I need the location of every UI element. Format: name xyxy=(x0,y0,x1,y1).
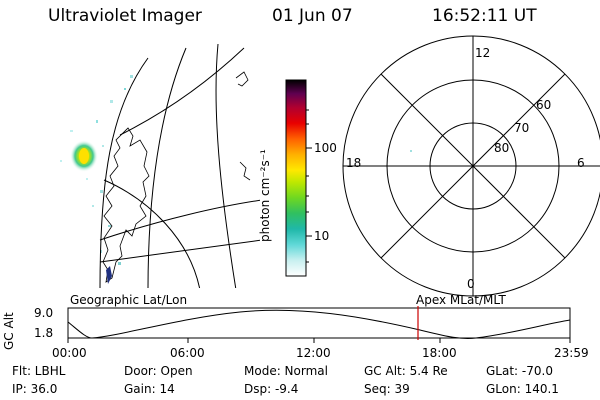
gain-status: Gain: 14 xyxy=(124,382,175,396)
colorbar-tick-100: 100 xyxy=(314,141,337,155)
coastline xyxy=(102,127,150,283)
time-label: 16:52:11 UT xyxy=(432,6,537,26)
timeline-x-tick: 23:59 xyxy=(554,346,589,360)
door-status: Door: Open xyxy=(124,364,193,378)
latlon-grid xyxy=(99,43,260,288)
polar-plot xyxy=(342,35,600,297)
timeline-y-max: 9.0 xyxy=(34,306,54,320)
timeline-x-tick: 18:00 xyxy=(422,346,457,360)
lat-label-80: 80 xyxy=(494,141,510,155)
timeline-x-tick: 00:00 xyxy=(52,346,87,360)
ip-status: IP: 36.0 xyxy=(12,382,58,396)
glat-status: GLat: -70.0 xyxy=(486,364,553,378)
instrument-title: Ultraviolet Imager xyxy=(48,6,202,26)
lat-label-60: 60 xyxy=(536,98,552,112)
glon-status: GLon: 140.1 xyxy=(486,382,559,396)
timeline-y-min: 1.8 xyxy=(34,326,54,340)
colorbar-tick-10: 10 xyxy=(314,229,330,243)
timeline-y-label: GC Alt xyxy=(2,312,16,350)
geographic-map xyxy=(60,43,260,288)
mlt-label-12: 12 xyxy=(475,46,491,60)
auroral-emission xyxy=(60,75,133,265)
date-label: 01 Jun 07 xyxy=(272,6,353,26)
apex-label: Apex MLat/MLT xyxy=(416,293,506,307)
lat-label-70: 70 xyxy=(514,121,530,135)
mlt-label-18: 18 xyxy=(346,156,362,170)
timeline-x-tick: 06:00 xyxy=(170,346,205,360)
gc-alt-status: GC Alt: 5.4 Re xyxy=(364,364,448,378)
geographic-label: Geographic Lat/Lon xyxy=(70,293,188,307)
mlt-label-6: 6 xyxy=(577,156,585,170)
filter-status: Flt: LBHL xyxy=(12,364,66,378)
mlt-label-0: 0 xyxy=(467,277,475,291)
mode-status: Mode: Normal xyxy=(244,364,328,378)
colorbar xyxy=(285,79,312,277)
seq-status: Seq: 39 xyxy=(364,382,410,396)
colorbar-unit-label: photon cm⁻²s⁻¹ xyxy=(258,149,272,242)
timeline-x-tick: 12:00 xyxy=(296,346,331,360)
altitude-timeline xyxy=(67,306,571,343)
dsp-status: Dsp: -9.4 xyxy=(244,382,299,396)
